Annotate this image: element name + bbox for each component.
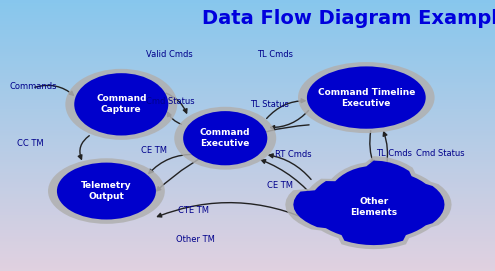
FancyArrowPatch shape: [156, 125, 309, 191]
FancyArrowPatch shape: [167, 112, 182, 124]
FancyArrowPatch shape: [269, 154, 311, 179]
Polygon shape: [285, 156, 451, 249]
Text: Cmd Status: Cmd Status: [416, 149, 464, 158]
Text: CE TM: CE TM: [141, 146, 167, 155]
FancyArrowPatch shape: [166, 93, 187, 113]
Polygon shape: [293, 160, 445, 245]
Text: Telemetry
Output: Telemetry Output: [81, 181, 132, 201]
Text: Other
Elements: Other Elements: [350, 197, 397, 217]
Text: TL Status: TL Status: [250, 100, 289, 109]
Text: RT Cmds: RT Cmds: [275, 150, 311, 159]
Text: CTE TM: CTE TM: [178, 205, 209, 215]
FancyArrowPatch shape: [157, 203, 314, 222]
Text: Data Flow Diagram Example: Data Flow Diagram Example: [202, 9, 495, 28]
Ellipse shape: [74, 73, 168, 136]
Ellipse shape: [48, 158, 165, 224]
FancyArrowPatch shape: [35, 85, 73, 95]
Text: Valid Cmds: Valid Cmds: [146, 50, 193, 59]
FancyArrowPatch shape: [267, 99, 305, 118]
FancyArrowPatch shape: [261, 160, 319, 204]
Text: Other TM: Other TM: [176, 235, 215, 244]
Text: Cmd Status: Cmd Status: [146, 97, 195, 106]
FancyArrowPatch shape: [78, 136, 89, 159]
Ellipse shape: [183, 111, 267, 165]
Text: Commands: Commands: [10, 82, 57, 91]
FancyArrowPatch shape: [149, 154, 195, 173]
Text: Command
Capture: Command Capture: [96, 94, 147, 114]
Text: Command Timeline
Executive: Command Timeline Executive: [318, 88, 415, 108]
FancyArrowPatch shape: [383, 132, 388, 166]
Text: Command
Executive: Command Executive: [200, 128, 250, 148]
Text: TL Cmds: TL Cmds: [376, 149, 412, 158]
FancyArrowPatch shape: [271, 111, 308, 130]
Text: CE TM: CE TM: [267, 181, 294, 190]
Text: TL Cmds: TL Cmds: [257, 50, 294, 59]
Ellipse shape: [65, 69, 177, 140]
Ellipse shape: [174, 107, 276, 170]
Ellipse shape: [307, 66, 426, 129]
Ellipse shape: [298, 62, 435, 133]
FancyArrowPatch shape: [370, 131, 374, 164]
Ellipse shape: [57, 163, 156, 220]
Text: CC TM: CC TM: [17, 139, 44, 148]
